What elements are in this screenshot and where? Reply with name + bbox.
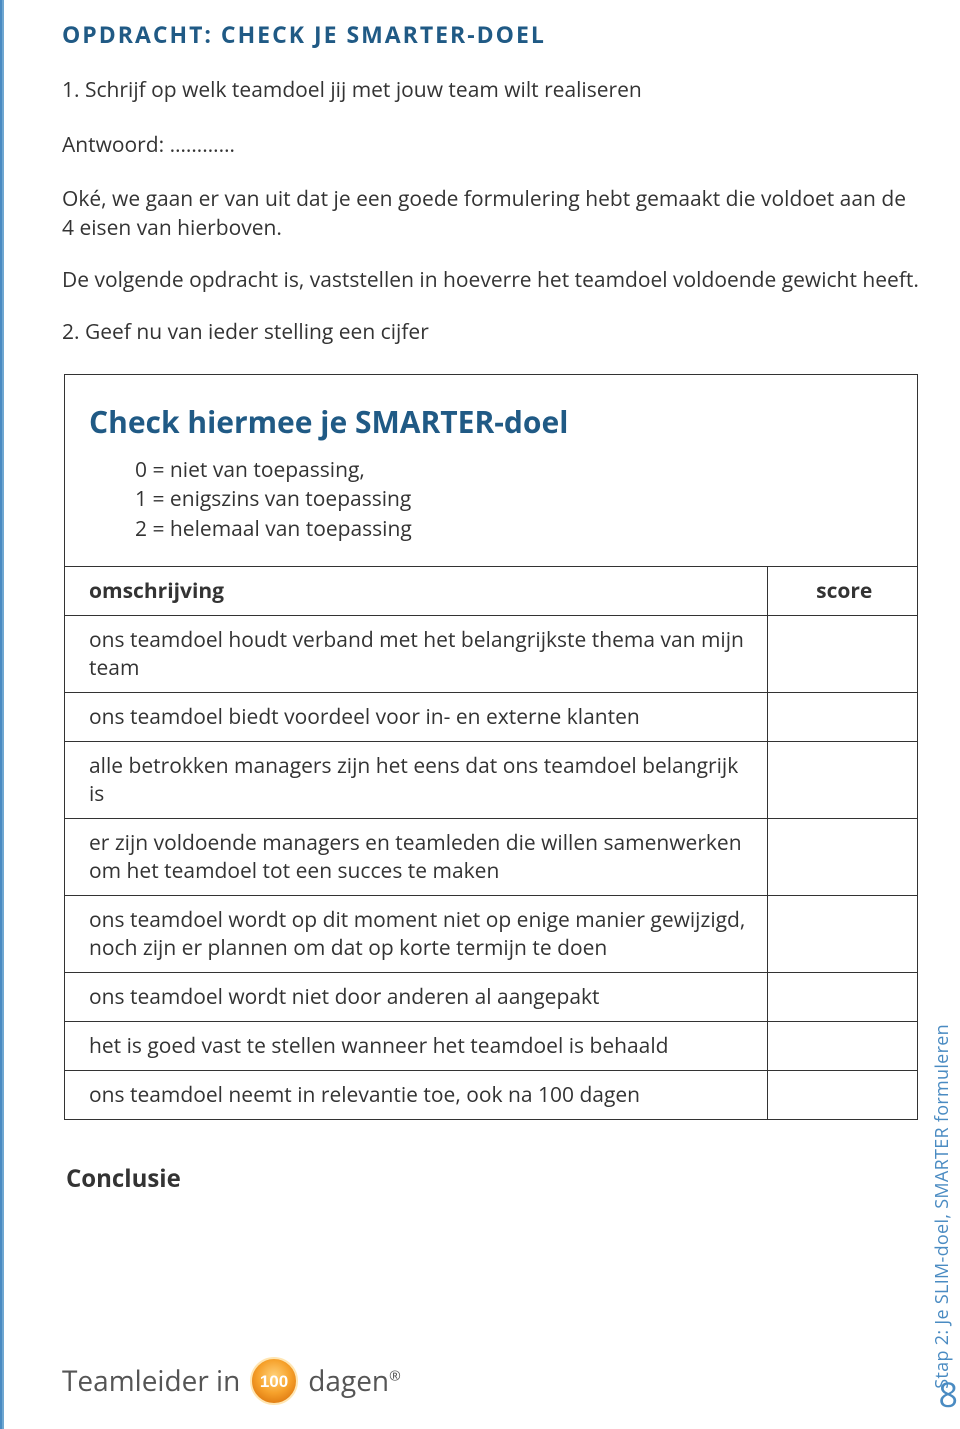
page-title: OPDRACHT: CHECK JE SMARTER-DOEL	[62, 0, 920, 76]
legend-line: 1 = enigszins van toepassing	[135, 485, 893, 514]
row-description: ons teamdoel wordt niet door anderen al …	[65, 972, 767, 1021]
badge-100-icon: 100	[246, 1355, 302, 1407]
footer-word-2: dagen®	[308, 1362, 400, 1400]
page-number: 8	[939, 1371, 958, 1417]
table-row: ons teamdoel neemt in relevantie toe, oo…	[65, 1070, 917, 1119]
smarter-check-box: Check hiermee je SMARTER-doel 0 = niet v…	[64, 374, 918, 1120]
row-description: ons teamdoel biedt voordeel voor in- en …	[65, 692, 767, 741]
row-description: ons teamdoel wordt op dit moment niet op…	[65, 895, 767, 972]
row-score-input[interactable]	[767, 818, 917, 895]
badge-number: 100	[260, 1372, 288, 1391]
table-row: ons teamdoel wordt niet door anderen al …	[65, 972, 917, 1021]
table-row: ons teamdoel houdt verband met het belan…	[65, 615, 917, 692]
worksheet-page: OPDRACHT: CHECK JE SMARTER-DOEL 1. Schri…	[0, 0, 960, 1429]
conclusion-heading: Conclusie	[66, 1162, 920, 1195]
row-score-input[interactable]	[767, 741, 917, 818]
legend-line: 0 = niet van toepassing,	[135, 456, 893, 485]
left-rule	[2, 0, 4, 1429]
question-2: 2. Geef nu van ieder stelling een cijfer	[62, 318, 920, 347]
footer-word-2-text: dagen	[308, 1362, 389, 1400]
question-1: 1. Schrijf op welk teamdoel jij met jouw…	[62, 76, 920, 105]
paragraph-2: De volgende opdracht is, vaststellen in …	[62, 266, 920, 294]
col-description: omschrijving	[65, 566, 767, 615]
row-description: het is goed vast te stellen wanneer het …	[65, 1021, 767, 1070]
footer-word-1: Teamleider in	[62, 1362, 240, 1400]
box-title: Check hiermee je SMARTER-doel	[65, 375, 917, 452]
row-description: er zijn voldoende managers en teamleden …	[65, 818, 767, 895]
side-caption: Stap 2: Je SLIM-doel, SMARTER formuleren	[930, 1024, 954, 1389]
footer-brand: Teamleider in 100 dagen®	[62, 1355, 401, 1407]
row-description: ons teamdoel houdt verband met het belan…	[65, 615, 767, 692]
row-score-input[interactable]	[767, 692, 917, 741]
row-description: ons teamdoel neemt in relevantie toe, oo…	[65, 1070, 767, 1119]
row-score-input[interactable]	[767, 1070, 917, 1119]
scoring-legend: 0 = niet van toepassing, 1 = enigszins v…	[65, 452, 917, 566]
smarter-table: omschrijving score ons teamdoel houdt ve…	[65, 566, 917, 1119]
trademark-symbol: ®	[389, 1367, 401, 1386]
col-score: score	[767, 566, 917, 615]
row-score-input[interactable]	[767, 972, 917, 1021]
table-row: het is goed vast te stellen wanneer het …	[65, 1021, 917, 1070]
table-row: er zijn voldoende managers en teamleden …	[65, 818, 917, 895]
legend-line: 2 = helemaal van toepassing	[135, 515, 893, 544]
row-score-input[interactable]	[767, 895, 917, 972]
answer-field-label[interactable]: Antwoord: …………	[62, 131, 920, 159]
row-score-input[interactable]	[767, 615, 917, 692]
table-row: ons teamdoel wordt op dit moment niet op…	[65, 895, 917, 972]
row-description: alle betrokken managers zijn het eens da…	[65, 741, 767, 818]
table-header-row: omschrijving score	[65, 566, 917, 615]
row-score-input[interactable]	[767, 1021, 917, 1070]
paragraph-1: Oké, we gaan er van uit dat je een goede…	[62, 185, 920, 242]
table-row: alle betrokken managers zijn het eens da…	[65, 741, 917, 818]
table-row: ons teamdoel biedt voordeel voor in- en …	[65, 692, 917, 741]
